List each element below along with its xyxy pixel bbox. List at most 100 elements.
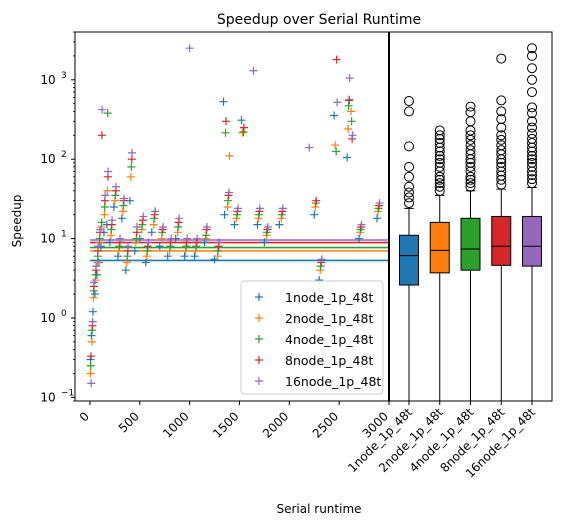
scatter-point-1node_1p_48t [130,246,139,255]
scatter-point-1node_1p_48t [155,242,164,251]
box-4node_1p_48t [460,217,481,271]
box-8node_1p_48t [491,215,512,266]
scatter-point-16node_1p_48t [128,148,137,157]
scatter-point-16node_1p_48t [175,214,184,223]
scatter-point-2node_1p_48t [103,186,112,195]
scatter-point-16node_1p_48t [94,242,103,251]
box-flier [465,161,476,172]
scatter-point-2node_1p_48t [86,369,95,378]
box-flier [465,130,476,141]
scatter-point-1node_1p_48t [330,111,339,120]
scatter-point-16node_1p_48t [278,204,287,213]
box-flier [496,145,507,156]
box-flier [434,171,445,182]
box-flier [403,198,414,209]
scatter-point-16node_1p_48t [133,222,142,231]
scatter-point-1node_1p_48t [200,238,209,247]
scatter-point-8node_1p_48t [222,117,231,126]
scatter-point-1node_1p_48t [253,220,262,229]
chart-title: Speedup over Serial Runtime [217,12,421,28]
scatter-point-16node_1p_48t [167,234,176,243]
scatter-point-1node_1p_48t [117,214,126,223]
box-1node_1p_48t [398,234,419,286]
box-flier [527,150,538,161]
box-flier [527,161,538,172]
scatter-point-16node_1p_48t [348,131,357,140]
box-flier [465,171,476,182]
box-flier [527,102,538,113]
scatter-point-1node_1p_48t [109,202,118,211]
scatter-point-1node_1p_48t [180,252,189,261]
scatter-point-16node_1p_48t [87,379,96,388]
scatter-point-4node_1p_48t [103,109,112,118]
legend-marker-4node_1p_48t [255,335,263,343]
scatter-point-16node_1p_48t [108,216,117,225]
legend-marker-16node_1p_48t [255,377,263,385]
scatter-point-1node_1p_48t [105,238,114,247]
scatter-point-16node_1p_48t [116,234,125,243]
scatter-point-16node_1p_48t [104,167,113,176]
box-flier [403,192,414,203]
box-flier [465,157,476,168]
scatter-point-8node_1p_48t [332,55,341,64]
legend-label-4node_1p_48t: 4node_1p_48t [285,332,373,347]
scatter-point-1node_1p_48t [121,266,130,275]
box-flier [527,87,538,98]
y-tick-exponent: 1 [61,230,67,240]
box-flier [496,174,507,185]
scatter-point-16node_1p_48t [139,212,148,221]
box-flier [465,107,476,118]
box-flier [527,170,538,181]
scatter-point-8node_1p_48t [97,131,106,140]
scatter-point-16node_1p_48t [255,204,264,213]
scatter-point-1node_1p_48t [90,290,99,299]
box-flier [527,50,538,61]
box-flier [496,157,507,168]
box-flier [496,140,507,151]
scatter-point-8node_1p_48t [345,96,354,105]
box-flier [496,134,507,145]
scatter-point-16node_1p_48t [159,222,168,231]
scatter-point-16node_1p_48t [263,222,272,231]
box-flier [496,130,507,141]
scatter-point-16node_1p_48t [225,188,234,197]
legend-marker-1node_1p_48t [255,293,263,301]
box-flier [434,125,445,136]
box-flier [527,174,538,185]
scatter-point-8node_1p_48t [239,123,248,132]
box-flier [434,181,445,192]
scatter-point-2node_1p_48t [100,210,109,219]
box-flier [527,122,538,133]
legend-label-8node_1p_48t: 8node_1p_48t [285,353,373,368]
scatter-point-2node_1p_48t [225,151,234,160]
scatter-point-4node_1p_48t [221,128,230,137]
box-flier [527,108,538,119]
scatter-point-1node_1p_48t [163,252,172,261]
legend-marker-8node_1p_48t [255,356,263,364]
scatter-point-8node_1p_48t [86,352,95,361]
scatter-point-16node_1p_48t [90,278,99,287]
box-flier [496,161,507,172]
scatter-point-1node_1p_48t [310,210,319,219]
scatter-point-4node_1p_48t [127,162,136,171]
box-flier [496,106,507,117]
box-flier [403,106,414,117]
scatter-point-1node_1p_48t [113,252,122,261]
box-flier [434,150,445,161]
legend-label-16node_1p_48t: 16node_1p_48t [285,374,381,389]
box-flier [434,130,445,141]
y-axis-label: Speedup [10,195,24,248]
box-flier [465,145,476,156]
scatter-point-16node_1p_48t [98,105,107,114]
scatter-point-16node_1p_48t [144,238,153,247]
scatter-point-1node_1p_48t [260,238,269,247]
scatter-point-16node_1p_48t [151,207,160,216]
box-flier [527,157,538,168]
box-flier [496,53,507,64]
scatter-point-2node_1p_48t [331,141,340,150]
box-flier [465,181,476,192]
box-flier [527,154,538,165]
box-flier [527,133,538,144]
scatter-point-16node_1p_48t [96,225,105,234]
scatter-point-16node_1p_48t [305,143,314,152]
